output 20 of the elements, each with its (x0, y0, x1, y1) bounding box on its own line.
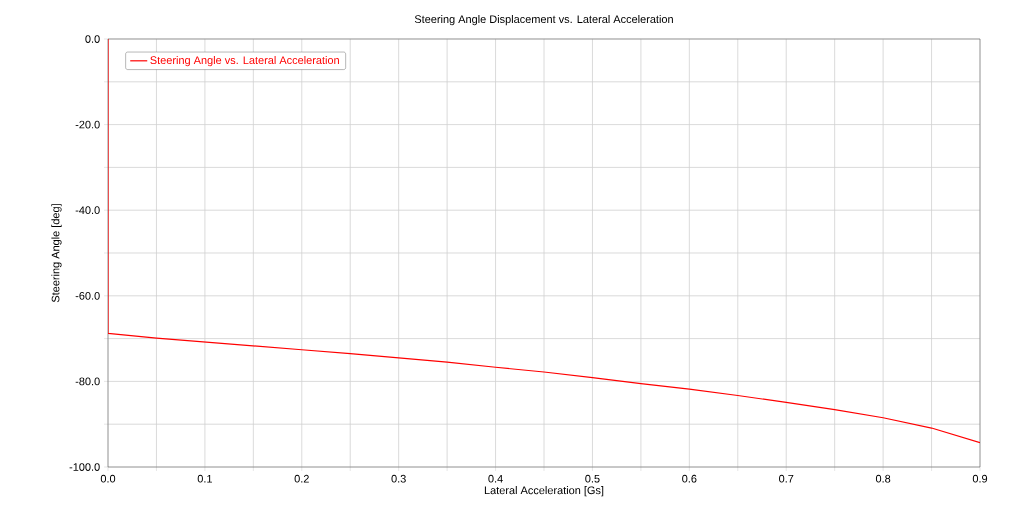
x-tick-label: 0.3 (391, 474, 406, 483)
x-tick-label: 0.5 (585, 474, 600, 483)
x-tick-label: 0.1 (197, 474, 212, 483)
x-axis-title: Lateral Acceleration [Gs] (484, 486, 604, 497)
y-tick-label: -20.0 (75, 120, 100, 129)
x-tick-label: 0.8 (875, 474, 891, 483)
x-tick-label: 0.0 (100, 474, 116, 483)
y-tick-label: -60.0 (75, 291, 100, 300)
x-tick-label: 0.2 (294, 474, 309, 483)
y-tick-label: -80.0 (75, 377, 100, 386)
x-tick-label: 0.7 (779, 474, 794, 483)
x-tick-label: 0.9 (972, 474, 988, 483)
y-tick-label: -100.0 (69, 463, 100, 471)
x-tick-label: 0.4 (488, 474, 503, 483)
chart-title: Steering Angle Displacement vs. Lateral Acceleration (414, 14, 673, 26)
y-tick-label: -40.0 (75, 206, 100, 215)
legend-label: Steering Angle vs. Lateral Acceleration (150, 56, 339, 67)
y-axis-title: Steering Angle [deg] (51, 204, 62, 303)
x-tick-label: 0.6 (682, 474, 697, 483)
y-tick-label: 0.0 (85, 35, 100, 43)
